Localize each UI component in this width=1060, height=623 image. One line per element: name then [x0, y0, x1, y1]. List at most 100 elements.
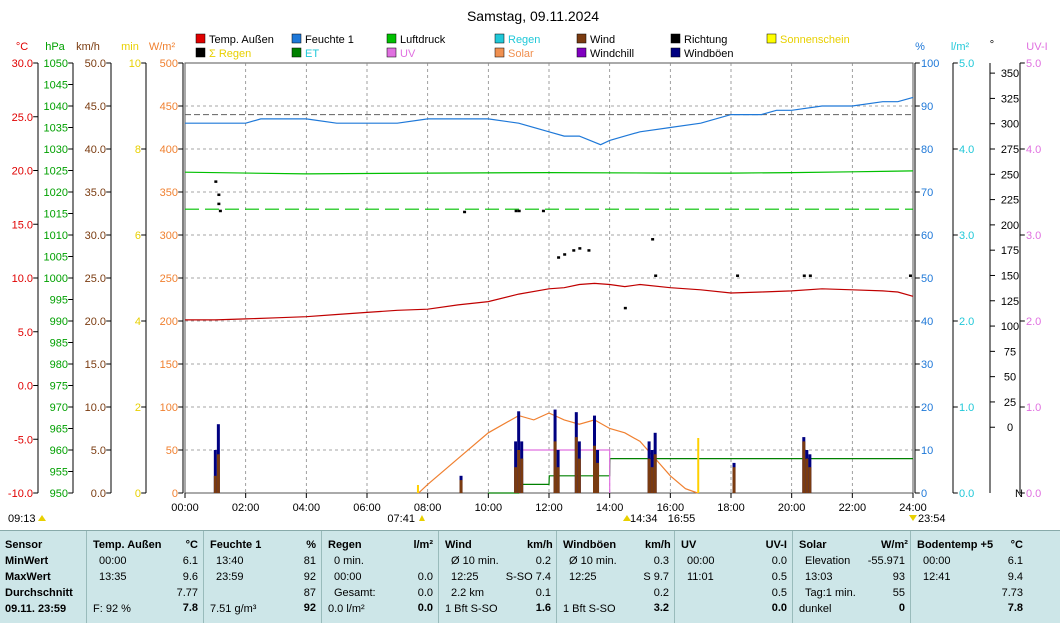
uv-row-value: 0.5 — [771, 571, 787, 583]
wind-bar — [593, 445, 596, 493]
legend-swatch — [386, 47, 397, 58]
legend: Temp. Außen Feuchte 1 Luftdruck Regen Wind Ri… — [195, 33, 850, 60]
pressure-tick-label: 970 — [50, 402, 68, 414]
x-tick-label: 14:00 — [596, 502, 624, 514]
sunrise-marker-icon — [38, 515, 46, 521]
min-tick-label: 2 — [135, 402, 141, 414]
direction-tick-label: 300 — [1001, 119, 1019, 131]
pressure-tick-label: 960 — [50, 445, 68, 457]
direction-point — [563, 253, 567, 256]
humidity-tick-label: 30 — [921, 359, 933, 371]
humidity-tick-label: 90 — [921, 101, 933, 113]
direction-tick-label: 175 — [1001, 245, 1019, 257]
gust-row-value: 0.2 — [653, 587, 669, 599]
legend-label: Wind — [590, 34, 615, 46]
solar-axis-unit: W/m² — [149, 41, 176, 53]
noon-triangle-icon — [622, 515, 631, 521]
legend-label: Solar — [508, 48, 534, 60]
pressure-tick-label: 1025 — [44, 166, 68, 178]
wind-bar — [520, 458, 524, 493]
temp-title: Temp. Außen — [93, 539, 162, 551]
direction-tick-label: 100 — [1001, 321, 1019, 333]
uv-footer-value: 0.0 — [771, 602, 787, 614]
uv-row-value: 0.5 — [771, 587, 787, 599]
temp-row-value: 7.77 — [176, 587, 198, 599]
solar-tick-label: 50 — [166, 445, 178, 457]
wind-row-time: Ø 10 min. — [451, 555, 499, 567]
soil-row-value: 6.1 — [1007, 555, 1023, 567]
pressure-tick-label: 1005 — [44, 252, 68, 264]
soil-row-value: 7.73 — [1001, 587, 1023, 599]
legend-label: Windchill — [590, 48, 634, 60]
direction-point — [623, 306, 627, 310]
direction-tick-label: 150 — [1001, 270, 1019, 282]
panel-col-temp: Temp. Außen °C 00:00 6.1 13:35 9.6 7.77 F: 92 %… — [86, 531, 204, 623]
wind-bar — [459, 480, 463, 493]
wind-bar — [647, 458, 651, 493]
wind-footer-value: 1.6 — [535, 602, 551, 614]
wind-tick-label: 30.0 — [85, 230, 106, 242]
sensor-footer: 09.11. 23:59 — [5, 603, 67, 615]
direction-point — [572, 249, 576, 252]
wind-row-value: 0.2 — [535, 555, 551, 567]
gust-unit: km/h — [645, 539, 671, 551]
temp-tick-label: 10.0 — [12, 273, 33, 285]
legend-label: Richtung — [684, 34, 727, 46]
pressure-tick-label: 995 — [50, 295, 68, 307]
x-tick-label: 02:00 — [232, 502, 260, 514]
rain-row-time: 00:00 — [334, 571, 362, 583]
wind-row-value: 0.1 — [535, 587, 551, 599]
rain-axis-unit: l/m² — [951, 41, 970, 53]
series-line-solar — [418, 412, 698, 494]
legend-swatch — [291, 47, 302, 58]
direction-point — [463, 210, 467, 214]
solar-footer-left: dunkel — [799, 603, 832, 615]
solar-tick-label: 250 — [160, 273, 178, 285]
temp-footer-left: F: 92 % — [93, 603, 131, 615]
legend-swatch — [195, 33, 206, 44]
wind-title: Wind — [445, 539, 472, 551]
pressure-tick-label: 975 — [50, 381, 68, 393]
rain-tick-label: 5.0 — [959, 58, 974, 70]
temp-row-time: 00:00 — [99, 555, 127, 567]
pressure-tick-label: 1050 — [44, 58, 68, 70]
wind-bar — [808, 467, 812, 493]
uvi-axis-unit: UV-I — [1026, 41, 1047, 53]
gust-row-time: Ø 10 min. — [569, 555, 617, 567]
direction-tick-label: 225 — [1001, 195, 1019, 207]
sensor-title: Sensor — [5, 539, 43, 551]
wind-tick-label: 15.0 — [85, 359, 106, 371]
wind-bar — [732, 467, 736, 493]
uv-row-value: 0.0 — [771, 555, 787, 567]
plot-area — [184, 96, 914, 494]
direction-point — [214, 180, 218, 183]
wind-tick-label: 45.0 — [85, 101, 106, 113]
x-tick-label: 22:00 — [839, 502, 867, 514]
series-line-temp-au-en — [185, 282, 914, 321]
solar-unit: W/m² — [881, 539, 908, 551]
soil-footer-value: 7.8 — [1007, 602, 1023, 614]
pressure-tick-label: 1045 — [44, 80, 68, 92]
pressure-tick-label: 950 — [50, 488, 68, 500]
x-tick-label: 12:00 — [535, 502, 563, 514]
pressure-tick-label: 955 — [50, 467, 68, 479]
wind-bar — [802, 441, 806, 493]
min-tick-label: 0 — [135, 488, 141, 500]
direction-point — [517, 209, 521, 213]
soil-title: Bodentemp +5 — [917, 539, 994, 551]
rain-tick-label: 0.0 — [959, 488, 974, 500]
wind-tick-label: 10.0 — [85, 402, 106, 414]
humidity-row-time: 13:40 — [216, 555, 244, 567]
x-tick-label: 04:00 — [293, 502, 321, 514]
wind-tick-label: 5.0 — [91, 445, 106, 457]
direction-point — [541, 209, 545, 213]
legend-label: ET — [305, 48, 319, 60]
direction-tick-label: 125 — [1001, 296, 1019, 308]
temp-tick-label: -5.0 — [14, 434, 33, 446]
rain-tick-label: 2.0 — [959, 316, 974, 328]
rain-footer-value: 0.0 — [417, 602, 433, 614]
pressure-tick-label: 1035 — [44, 123, 68, 135]
uvi-tick-label: 4.0 — [1026, 144, 1041, 156]
rain-row-value: 0.0 — [417, 587, 433, 599]
rain-tick-label: 1.0 — [959, 402, 974, 414]
